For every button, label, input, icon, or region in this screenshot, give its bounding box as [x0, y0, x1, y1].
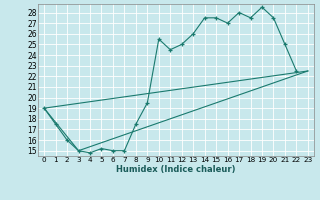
X-axis label: Humidex (Indice chaleur): Humidex (Indice chaleur)	[116, 165, 236, 174]
